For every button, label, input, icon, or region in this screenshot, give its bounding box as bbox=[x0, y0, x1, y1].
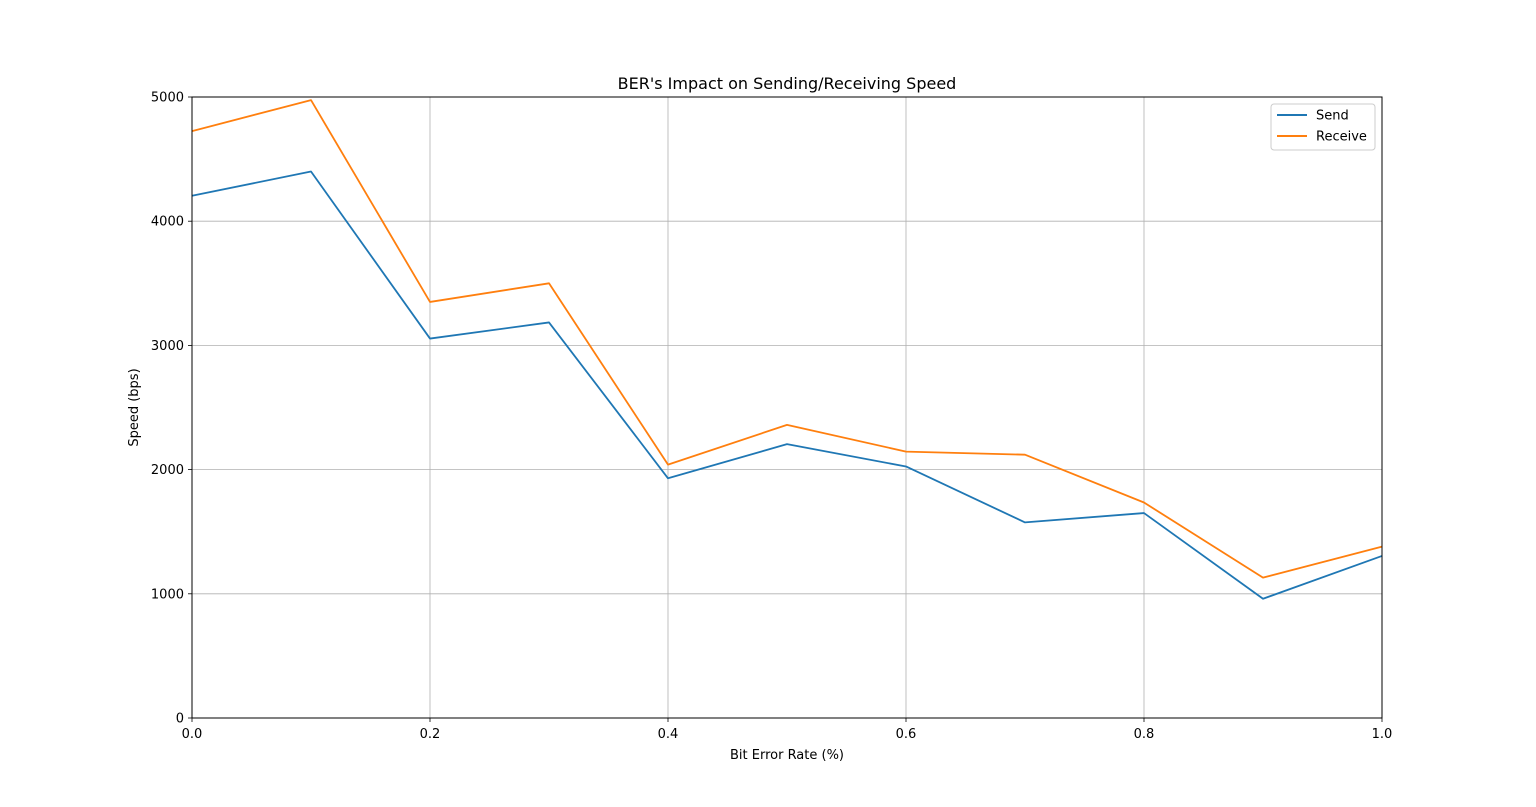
series-line-send bbox=[191, 170, 1383, 600]
legend-label-send: Send bbox=[1316, 109, 1349, 124]
y-tick-label: 2000 bbox=[151, 463, 184, 478]
x-tick-label: 0.4 bbox=[658, 727, 679, 742]
x-tick-label: 0.8 bbox=[1134, 727, 1155, 742]
plot-area-frame bbox=[191, 96, 1383, 719]
series-line-receive bbox=[191, 99, 1383, 579]
legend: Send Receive bbox=[1270, 103, 1376, 151]
y-tick-label: 5000 bbox=[151, 91, 184, 106]
series-lines bbox=[191, 99, 1383, 600]
y-tick-label: 4000 bbox=[151, 215, 184, 230]
x-axis-label: Bit Error Rate (%) bbox=[730, 748, 844, 763]
x-tick-label: 0.6 bbox=[896, 727, 917, 742]
y-axis-label: Speed (bps) bbox=[127, 368, 142, 446]
legend-label-receive: Receive bbox=[1316, 130, 1367, 145]
y-tick-label: 3000 bbox=[151, 339, 184, 354]
y-tick-label: 0 bbox=[176, 712, 184, 727]
x-tick-label: 1.0 bbox=[1372, 727, 1393, 742]
chart-title: BER's Impact on Sending/Receiving Speed bbox=[618, 74, 957, 93]
x-tick-label: 0.0 bbox=[182, 727, 203, 742]
axis-ticks: 0.0 0.2 0.4 0.6 0.8 1.0 0 1000 2000 3000 4000 5000 bbox=[151, 91, 1392, 743]
y-tick-label: 1000 bbox=[151, 587, 184, 602]
grid bbox=[191, 96, 1383, 719]
x-tick-label: 0.2 bbox=[420, 727, 441, 742]
